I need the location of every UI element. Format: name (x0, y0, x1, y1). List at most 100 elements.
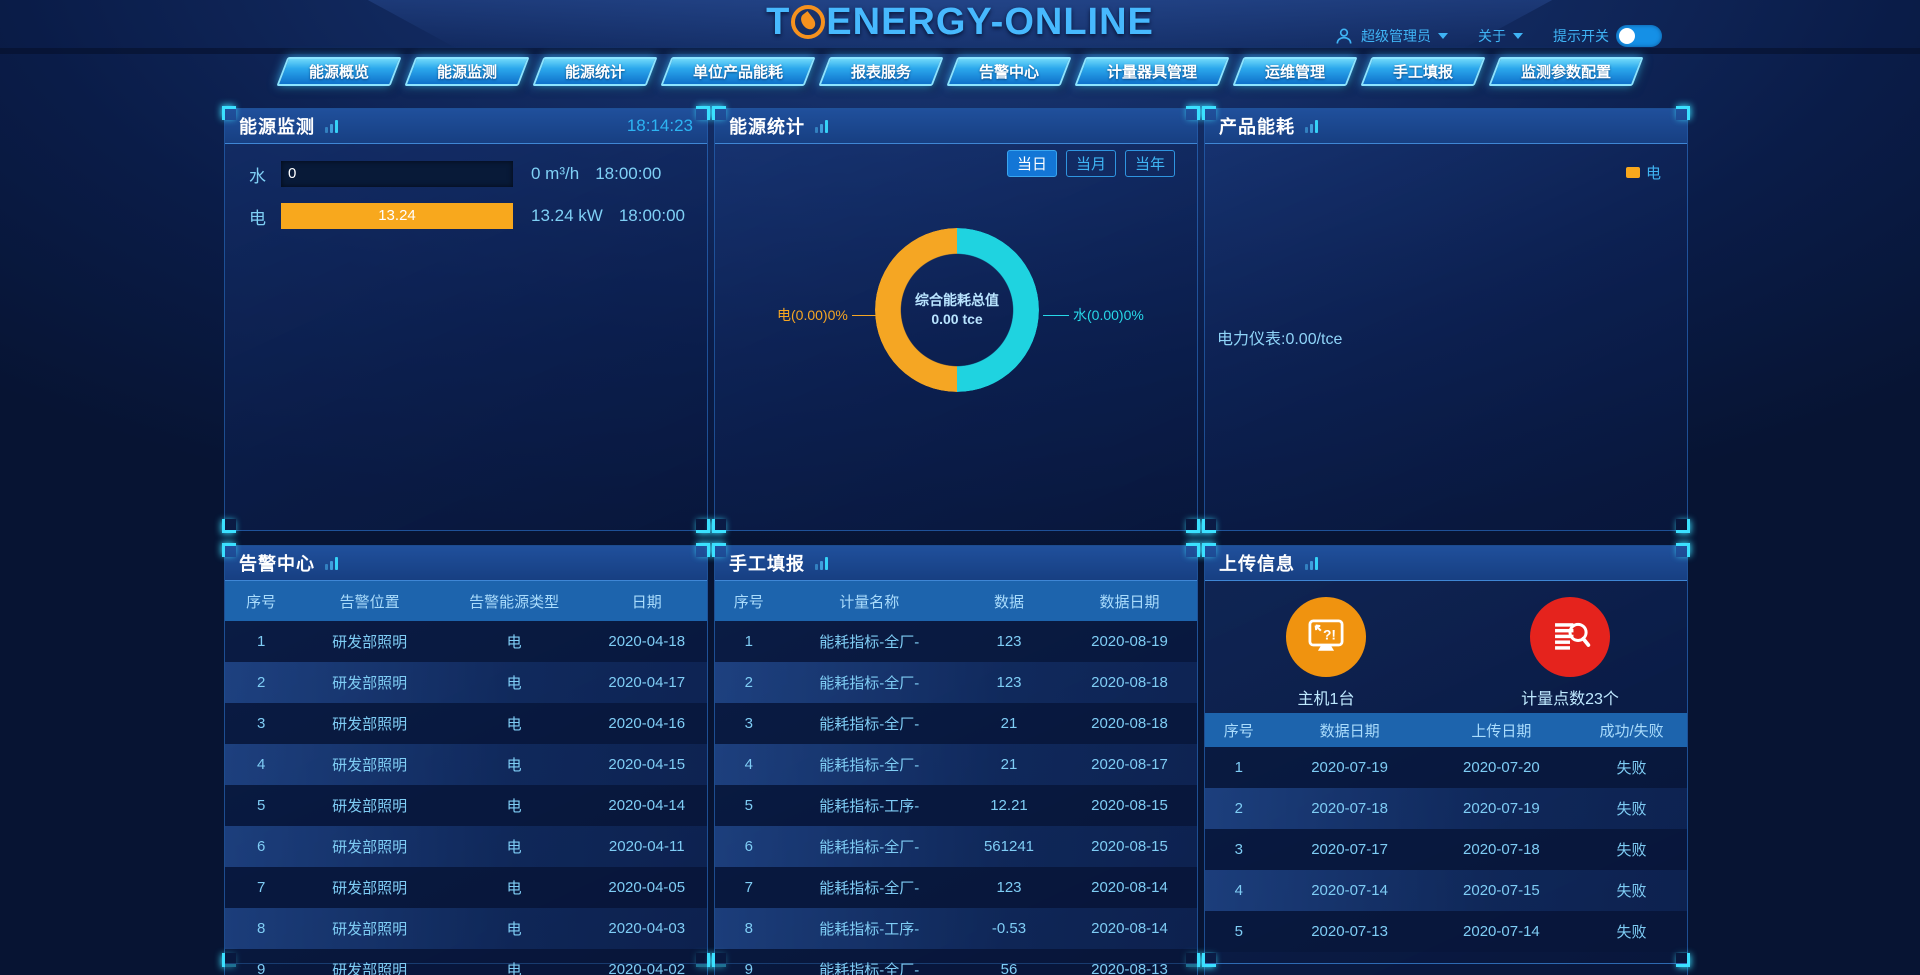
table-row: 6 能耗指标-全厂- 561241 2020-08-15 (715, 826, 1197, 867)
table-row: 2 2020-07-18 2020-07-19 失败 (1205, 788, 1687, 829)
table-row: 9 研发部照明电 2020-04-02 (225, 949, 707, 975)
tab-manual-report[interactable]: 手工填报 (1360, 57, 1486, 86)
corner-accent (696, 106, 710, 120)
table-row: 2 能耗指标-全厂- 123 2020-08-18 (715, 662, 1197, 703)
panel-product-energy: 产品能耗 电 电力仪表:0.00/tce (1202, 106, 1690, 533)
logo-text-prefix: T (766, 1, 791, 43)
corner-accent (712, 543, 726, 557)
toggle-knob (1619, 28, 1635, 44)
table-row: 3 研发部照明电 2020-04-16 (225, 703, 707, 744)
signal-bars-icon (1305, 556, 1318, 570)
corner-accent (222, 519, 236, 533)
electric-time: 18:00:00 (618, 206, 685, 225)
panel-title: 能源监测 (239, 117, 315, 137)
alarm-table-header: 序号 告警位置 告警能源类型 日期 (225, 581, 707, 621)
signal-bars-icon (1305, 119, 1318, 133)
donut-label-water: 水(0.00)0% (1043, 305, 1144, 325)
panel-title: 告警中心 (239, 554, 315, 574)
table-row: 3 2020-07-17 2020-07-18 失败 (1205, 829, 1687, 870)
table-row: 1 研发部照明电 2020-04-18 (225, 621, 707, 662)
meter-stat: 计量点数23个 (1490, 597, 1650, 709)
range-switcher: 当日 当月 当年 (1006, 150, 1175, 177)
corner-accent (1676, 106, 1690, 120)
about-menu[interactable]: 关于 (1478, 26, 1523, 46)
corner-accent (1202, 519, 1216, 533)
water-bar-value: 0 (288, 165, 297, 182)
about-label: 关于 (1478, 28, 1506, 44)
tab-report-service[interactable]: 报表服务 (818, 57, 944, 86)
monitor-row-electric: 电 13.24 13.24 kW 18:00:00 (249, 203, 707, 229)
signal-bars-icon (815, 556, 828, 570)
tip-toggle[interactable] (1616, 25, 1662, 47)
electric-meter-note: 电力仪表:0.00/tce (1217, 331, 1343, 348)
electric-reading: 13.24 kW (531, 206, 603, 225)
electric-bar-value: 13.24 (378, 207, 416, 224)
meter-stat-label: 计量点数23个 (1521, 691, 1619, 708)
signal-bars-icon (325, 119, 338, 133)
table-row: 4 研发部照明电 2020-04-15 (225, 744, 707, 785)
corner-accent (1676, 953, 1690, 967)
corner-accent (1202, 953, 1216, 967)
svg-text:?!: ?! (1323, 627, 1336, 642)
tab-unit-product-energy[interactable]: 单位产品能耗 (660, 57, 816, 86)
corner-accent (222, 106, 236, 120)
corner-accent (1676, 543, 1690, 557)
corner-accent (1186, 543, 1200, 557)
logo-flame-icon (791, 5, 826, 39)
tab-monitor-config[interactable]: 监测参数配置 (1488, 57, 1644, 86)
panel-title: 手工填报 (729, 554, 805, 574)
panel-energy-monitor: 能源监测 18:14:23 水 0 0 m³/h 18:00:00 电 (222, 106, 710, 533)
user-menu[interactable]: 超级管理员 (1334, 26, 1448, 46)
legend-swatch-electric (1625, 167, 1640, 178)
panel-upload-info: 上传信息 ?! 主机1台 (1202, 543, 1690, 975)
range-button-month[interactable]: 当月 (1065, 150, 1116, 177)
signal-bars-icon (815, 119, 828, 133)
table-row: 6 研发部照明电 2020-04-11 (225, 826, 707, 867)
chart-legend: 电 (1625, 162, 1661, 183)
table-row: 2 研发部照明电 2020-04-17 (225, 662, 707, 703)
upload-stats: ?! 主机1台 (1205, 581, 1687, 713)
tab-energy-stats[interactable]: 能源统计 (532, 57, 658, 86)
legend-label-electric: 电 (1645, 165, 1661, 182)
tab-alarm-center[interactable]: 告警中心 (946, 57, 1072, 86)
monitor-row-water: 水 0 0 m³/h 18:00:00 (249, 161, 707, 187)
tip-switch-label: 提示开关 (1553, 28, 1609, 44)
alarm-table-body: 1 研发部照明电 2020-04-18 2 研发部照明电 2020-04-17 3 研发部… (225, 621, 707, 975)
table-row: 4 能耗指标-全厂- 21 2020-08-17 (715, 744, 1197, 785)
monitor-clock: 18:14:23 (626, 116, 693, 135)
electric-bar: 13.24 (281, 203, 513, 229)
corner-accent (1202, 106, 1216, 120)
corner-accent (1186, 519, 1200, 533)
table-row: 5 2020-07-13 2020-07-14 失败 (1205, 911, 1687, 952)
chevron-down-icon (1513, 33, 1523, 39)
panel-title: 能源统计 (729, 117, 805, 137)
energy-donut-chart (875, 228, 1039, 392)
panel-energy-stats: 能源统计 当日 当月 当年 综合能耗总值 0.00 tce 电(0.00)0% … (712, 106, 1200, 533)
tab-ops-management[interactable]: 运维管理 (1232, 57, 1358, 86)
tab-energy-overview[interactable]: 能源概览 (276, 57, 402, 86)
header-actions: 超级管理员 关于 提示开关 (1334, 24, 1662, 48)
signal-bars-icon (325, 556, 338, 570)
table-row: 9 能耗指标-全厂- 56 2020-08-13 (715, 949, 1197, 975)
corner-accent (712, 519, 726, 533)
panel-manual-report: 手工填报 序号 计量名称 数据 数据日期 1 能耗指标-全厂- 123 2020-08… (712, 543, 1200, 975)
corner-accent (696, 543, 710, 557)
app-logo: T ENERGY-ONLINE (0, 1, 1920, 44)
table-row: 1 2020-07-19 2020-07-20 失败 (1205, 747, 1687, 788)
tab-energy-monitor[interactable]: 能源监测 (404, 57, 530, 86)
water-time: 18:00:00 (595, 164, 662, 183)
corner-accent (1202, 543, 1216, 557)
host-monitor-icon: ?! (1286, 597, 1366, 677)
chevron-down-icon (1438, 33, 1448, 39)
table-row: 8 能耗指标-工序- -0.53 2020-08-14 (715, 908, 1197, 949)
range-button-year[interactable]: 当年 (1124, 150, 1175, 177)
table-row: 3 能耗指标-全厂- 21 2020-08-18 (715, 703, 1197, 744)
table-row: 7 能耗指标-全厂- 123 2020-08-14 (715, 867, 1197, 908)
table-row: 7 研发部照明电 2020-04-05 (225, 867, 707, 908)
corner-accent (696, 519, 710, 533)
upload-table-header: 序号 数据日期 上传日期 成功/失败 (1205, 713, 1687, 747)
tab-meter-management[interactable]: 计量器具管理 (1074, 57, 1230, 86)
tip-switch: 提示开关 (1553, 25, 1662, 47)
range-button-day[interactable]: 当日 (1006, 150, 1057, 177)
water-reading: 0 m³/h (531, 164, 580, 183)
